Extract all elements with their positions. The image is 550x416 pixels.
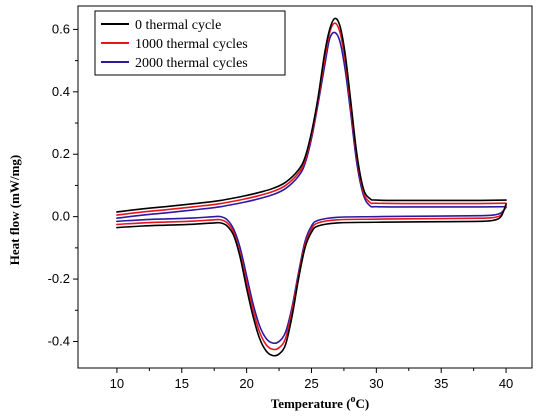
x-tick-label: 30 bbox=[369, 376, 383, 391]
x-tick-label: 25 bbox=[304, 376, 318, 391]
y-axis-title: Heat flow (mW/mg) bbox=[7, 155, 22, 265]
series-line-cooling-1000-thermal-cycles bbox=[116, 204, 507, 351]
x-tick-label: 35 bbox=[434, 376, 448, 391]
series-line-heating-0-thermal-cycle bbox=[116, 17, 507, 213]
x-tick-label: 40 bbox=[499, 376, 513, 391]
series-line-cooling-0-thermal-cycle bbox=[116, 203, 507, 357]
y-tick-label: 0.2 bbox=[52, 146, 70, 161]
axes: 10 15 20 25 30 35 40 -0.4 -0.2 0.0 0.2 0.4 0.6 bbox=[48, 5, 533, 391]
legend-label: 2000 thermal cycles bbox=[135, 56, 248, 71]
y-tick-label: 0.6 bbox=[52, 21, 70, 36]
series-line-heating-1000-thermal-cycles bbox=[116, 22, 507, 216]
x-axis-title: Temperature (oC) bbox=[271, 394, 370, 411]
x-tick-label: 15 bbox=[175, 376, 189, 391]
y-tick-label: -0.4 bbox=[48, 333, 70, 348]
legend-label: 1000 thermal cycles bbox=[135, 37, 248, 52]
x-tick-label: 10 bbox=[110, 376, 124, 391]
legend: 0 thermal cycle 1000 thermal cycles 2000 t… bbox=[94, 10, 286, 76]
axis-titles: Temperature (oC) Heat flow (mW/mg) bbox=[7, 155, 369, 411]
y-tick-label: 0.4 bbox=[52, 84, 70, 99]
plot-frame bbox=[77, 5, 533, 369]
x-tick-label: 20 bbox=[239, 376, 253, 391]
series-line-heating-2000-thermal-cycles bbox=[116, 31, 507, 220]
y-tick-label: -0.2 bbox=[48, 271, 70, 286]
plot-area bbox=[116, 17, 507, 357]
legend-label: 0 thermal cycle bbox=[135, 18, 221, 33]
y-tick-label: 0.0 bbox=[52, 209, 70, 224]
series-line-cooling-2000-thermal-cycles bbox=[116, 206, 507, 345]
